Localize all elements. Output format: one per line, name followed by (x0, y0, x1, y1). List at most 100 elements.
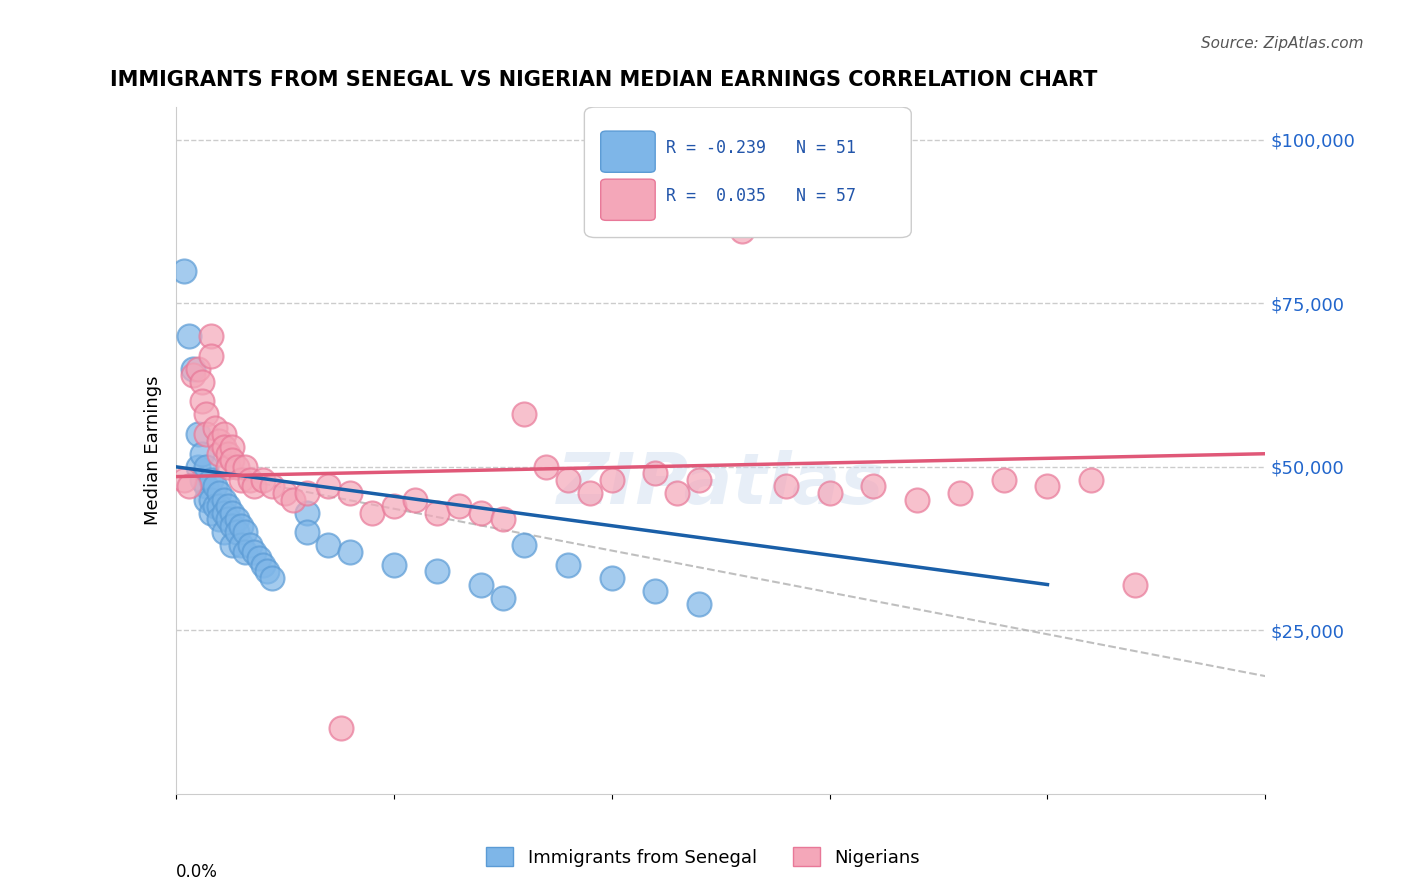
Text: 0.0%: 0.0% (176, 863, 218, 880)
Point (775, 479, 797, 493)
Point (225, 512, 247, 526)
Point (177, 479, 200, 493)
Point (208, 512, 231, 526)
FancyBboxPatch shape (585, 107, 911, 237)
Point (382, 558, 405, 572)
Point (492, 512, 515, 526)
Point (318, 538, 340, 552)
Point (949, 486, 972, 500)
Point (186, 427, 209, 442)
Point (360, 506, 382, 520)
Point (644, 467, 666, 481)
Point (231, 538, 253, 552)
Point (731, 224, 754, 238)
Point (534, 459, 557, 474)
Point (295, 486, 318, 500)
Point (200, 473, 222, 487)
Point (252, 558, 274, 572)
FancyBboxPatch shape (600, 179, 655, 220)
Point (195, 459, 218, 474)
Point (191, 473, 214, 487)
Text: IMMIGRANTS FROM SENEGAL VS NIGERIAN MEDIAN EARNINGS CORRELATION CHART: IMMIGRANTS FROM SENEGAL VS NIGERIAN MEDI… (110, 70, 1098, 90)
Point (382, 499, 405, 513)
Point (186, 361, 209, 376)
Legend: Immigrants from Senegal, Nigerians: Immigrants from Senegal, Nigerians (479, 840, 927, 874)
Point (204, 499, 226, 513)
Point (513, 408, 536, 422)
Point (186, 459, 209, 474)
Point (405, 492, 427, 507)
Point (200, 492, 222, 507)
Point (600, 473, 623, 487)
Point (243, 479, 266, 493)
Point (221, 538, 243, 552)
Point (600, 571, 623, 585)
Point (195, 427, 218, 442)
Point (1080, 473, 1102, 487)
Point (905, 492, 928, 507)
Text: R =  0.035   N = 57: R = 0.035 N = 57 (666, 187, 856, 205)
FancyBboxPatch shape (600, 131, 655, 172)
Point (195, 479, 218, 493)
Point (993, 473, 1015, 487)
Point (200, 329, 222, 343)
Point (200, 506, 222, 520)
Point (470, 577, 492, 591)
Point (225, 459, 247, 474)
Point (318, 479, 340, 493)
Point (173, 263, 195, 277)
Text: Source: ZipAtlas.com: Source: ZipAtlas.com (1201, 36, 1364, 51)
Point (243, 545, 266, 559)
Point (208, 499, 231, 513)
Point (181, 368, 204, 383)
Point (256, 565, 278, 579)
Point (295, 506, 318, 520)
Point (447, 499, 470, 513)
Point (339, 545, 361, 559)
Point (666, 486, 689, 500)
Point (231, 473, 253, 487)
Point (426, 506, 449, 520)
Point (208, 434, 231, 448)
Point (217, 447, 239, 461)
Point (295, 525, 318, 540)
Point (221, 440, 243, 454)
Point (225, 525, 247, 540)
Point (212, 427, 235, 442)
Point (235, 545, 257, 559)
Point (283, 492, 305, 507)
Point (195, 492, 218, 507)
Point (1036, 479, 1059, 493)
Point (513, 538, 536, 552)
Point (1123, 577, 1146, 591)
Point (212, 440, 235, 454)
Point (862, 479, 884, 493)
Point (191, 394, 214, 409)
Point (688, 473, 710, 487)
Point (221, 518, 243, 533)
Point (557, 558, 579, 572)
Point (208, 486, 231, 500)
Point (330, 722, 353, 736)
Point (221, 453, 243, 467)
Point (195, 408, 218, 422)
Point (212, 492, 235, 507)
Point (274, 486, 297, 500)
Point (260, 571, 283, 585)
Point (212, 525, 235, 540)
Point (221, 506, 243, 520)
Point (204, 479, 226, 493)
Point (204, 420, 226, 434)
Point (239, 538, 262, 552)
Y-axis label: Median Earnings: Median Earnings (143, 376, 162, 525)
Point (235, 459, 257, 474)
Point (217, 512, 239, 526)
Text: ZIPatlas: ZIPatlas (557, 450, 884, 519)
Point (217, 459, 239, 474)
Point (212, 506, 235, 520)
Point (260, 479, 283, 493)
Text: R = -0.239   N = 51: R = -0.239 N = 51 (666, 139, 856, 157)
Point (173, 473, 195, 487)
Point (470, 506, 492, 520)
Point (818, 486, 841, 500)
